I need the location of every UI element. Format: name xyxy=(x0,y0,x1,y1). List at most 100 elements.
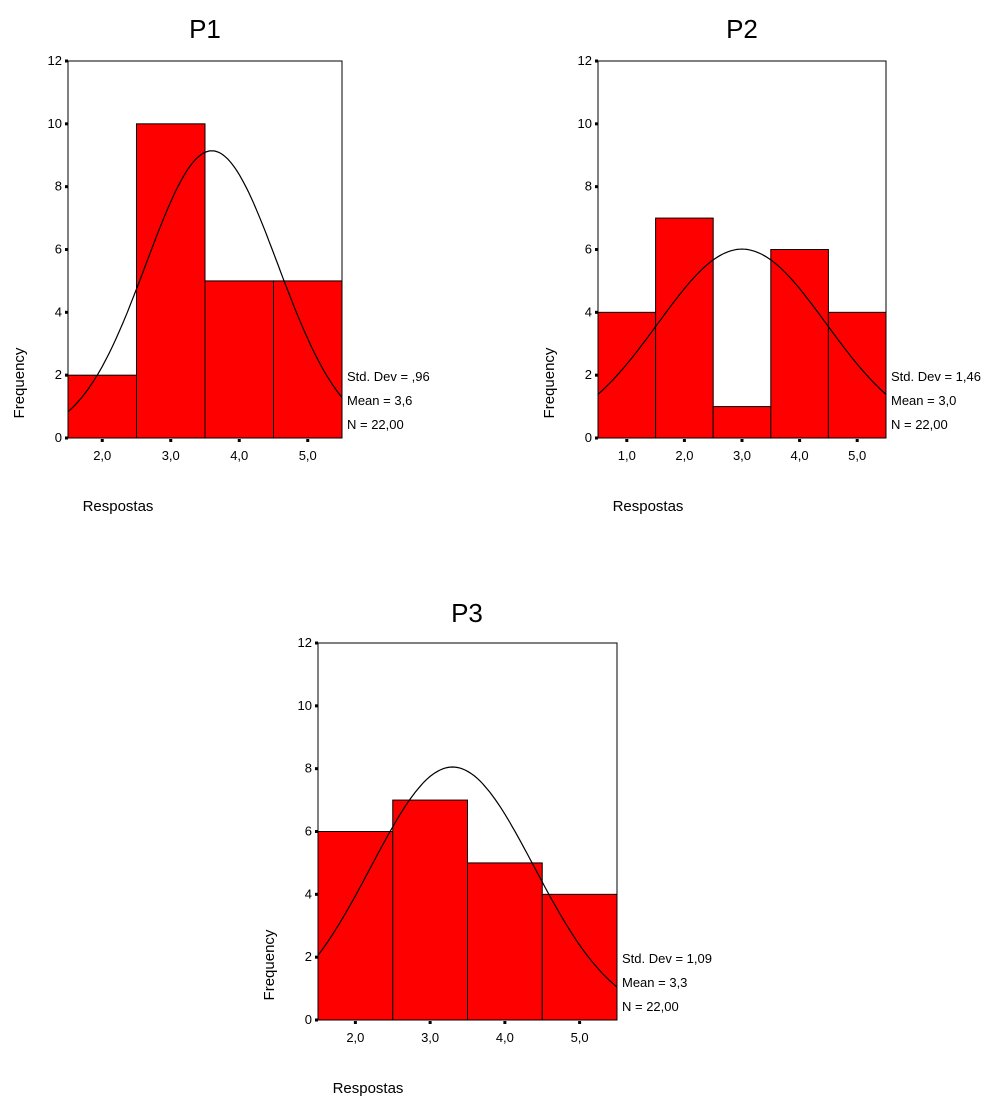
y-tick-label: 4 xyxy=(585,304,592,319)
y-tick-mark xyxy=(595,310,598,314)
chart-title: P2 xyxy=(726,14,758,44)
y-tick-label: 4 xyxy=(55,304,62,319)
y-tick-mark xyxy=(315,892,318,896)
x-tick-label: 5,0 xyxy=(299,448,317,463)
histogram-bar xyxy=(467,862,543,1021)
x-tick-label: 1,0 xyxy=(618,448,636,463)
stats-line: N = 22,00 xyxy=(891,417,948,432)
y-tick-mark xyxy=(65,436,68,440)
x-tick-label: 2,0 xyxy=(93,448,111,463)
y-tick-mark xyxy=(595,248,598,251)
x-axis-label: Respostas xyxy=(613,498,684,515)
x-tick-mark xyxy=(578,1021,582,1024)
histogram-bar xyxy=(392,799,468,1021)
x-tick-mark xyxy=(237,439,241,442)
y-tick-label: 12 xyxy=(298,635,312,650)
chart-p2: P2 0 2 4 6 8 10 12 1,0 2,0 3,0 4,0 5,0 Frequency Respo… xyxy=(541,14,981,515)
x-tick-label: 5,0 xyxy=(571,1030,589,1045)
stats-line: Mean = 3,6 xyxy=(347,393,412,408)
y-tick-label: 0 xyxy=(305,1012,312,1027)
histogram-bar xyxy=(273,280,343,439)
y-tick-mark xyxy=(595,436,598,440)
normal-curve xyxy=(597,248,887,395)
y-tick-mark xyxy=(595,59,598,63)
x-tick-label: 5,0 xyxy=(848,448,866,463)
y-axis-label: Frequency xyxy=(261,929,278,1000)
y-tick-mark xyxy=(65,248,68,251)
y-tick-mark xyxy=(595,185,598,189)
x-tick-label: 3,0 xyxy=(421,1030,439,1045)
y-axis-label: Frequency xyxy=(541,347,558,418)
x-axis-label: Respostas xyxy=(333,1080,404,1097)
y-tick-mark xyxy=(65,373,68,377)
y-tick-label: 10 xyxy=(48,116,62,131)
histogram-bar xyxy=(67,374,137,439)
x-tick-label: 2,0 xyxy=(675,448,693,463)
y-tick-mark xyxy=(65,310,68,314)
chart-title: P1 xyxy=(189,14,221,44)
y-tick-label: 12 xyxy=(578,53,592,68)
y-tick-mark xyxy=(65,59,68,63)
x-tick-label: 2,0 xyxy=(346,1030,364,1045)
histogram-bar xyxy=(317,831,394,1021)
x-tick-mark xyxy=(855,439,859,442)
stats-line: Std. Dev = ,96 xyxy=(347,369,430,384)
chart-title: P3 xyxy=(451,598,483,628)
y-tick-label: 0 xyxy=(585,430,592,445)
x-tick-mark xyxy=(682,439,686,442)
normal-curve xyxy=(317,766,618,988)
x-tick-label: 4,0 xyxy=(230,448,248,463)
x-tick-mark xyxy=(740,439,744,442)
y-tick-mark xyxy=(315,830,318,833)
y-tick-mark xyxy=(65,185,68,189)
x-tick-mark xyxy=(503,1021,507,1024)
x-tick-label: 3,0 xyxy=(733,448,751,463)
y-tick-mark xyxy=(315,1018,318,1022)
y-tick-mark xyxy=(595,122,598,126)
y-tick-label: 8 xyxy=(305,761,312,776)
x-tick-label: 4,0 xyxy=(791,448,809,463)
y-tick-mark xyxy=(315,641,318,645)
x-tick-mark xyxy=(428,1021,432,1024)
histogram-bar xyxy=(655,217,714,439)
histogram-bar xyxy=(827,311,887,439)
histogram-bar xyxy=(770,249,829,439)
y-tick-label: 8 xyxy=(585,179,592,194)
chart-p3: P3 0 2 4 6 8 10 12 2,0 3,0 4,0 5,0 Frequency Resposta… xyxy=(261,598,712,1097)
stats-line: Std. Dev = 1,09 xyxy=(622,951,712,966)
y-tick-label: 8 xyxy=(55,179,62,194)
y-tick-label: 2 xyxy=(305,949,312,964)
y-tick-label: 2 xyxy=(585,367,592,382)
x-tick-label: 3,0 xyxy=(162,448,180,463)
y-tick-label: 2 xyxy=(55,367,62,382)
stats-line: Mean = 3,0 xyxy=(891,393,956,408)
y-tick-mark xyxy=(315,704,318,708)
y-tick-label: 6 xyxy=(305,824,312,839)
y-tick-mark xyxy=(65,122,68,126)
y-tick-label: 12 xyxy=(48,53,62,68)
y-tick-label: 10 xyxy=(298,698,312,713)
y-tick-label: 0 xyxy=(55,430,62,445)
y-tick-label: 10 xyxy=(578,116,592,131)
y-tick-label: 6 xyxy=(585,242,592,257)
y-tick-label: 4 xyxy=(305,886,312,901)
histogram-bar xyxy=(204,280,274,439)
x-tick-mark xyxy=(100,439,104,442)
y-tick-mark xyxy=(315,767,318,771)
normal-curve xyxy=(67,150,343,413)
stats-line: Std. Dev = 1,46 xyxy=(891,369,981,384)
stats-line: N = 22,00 xyxy=(622,999,679,1014)
stats-line: Mean = 3,3 xyxy=(622,975,687,990)
histogram-bar xyxy=(541,893,618,1021)
y-axis-label: Frequency xyxy=(11,347,28,418)
x-tick-mark xyxy=(353,1021,357,1024)
chart-p1: P1 0 2 4 6 8 10 12 2,0 3,0 4,0 5,0 Frequency Resposta… xyxy=(11,14,430,515)
x-tick-mark xyxy=(169,439,173,442)
histogram-bar xyxy=(712,406,772,439)
stats-line: N = 22,00 xyxy=(347,417,404,432)
y-tick-label: 6 xyxy=(55,242,62,257)
x-tick-mark xyxy=(798,439,802,442)
y-tick-mark xyxy=(315,955,318,959)
histogram-bar xyxy=(597,311,657,439)
